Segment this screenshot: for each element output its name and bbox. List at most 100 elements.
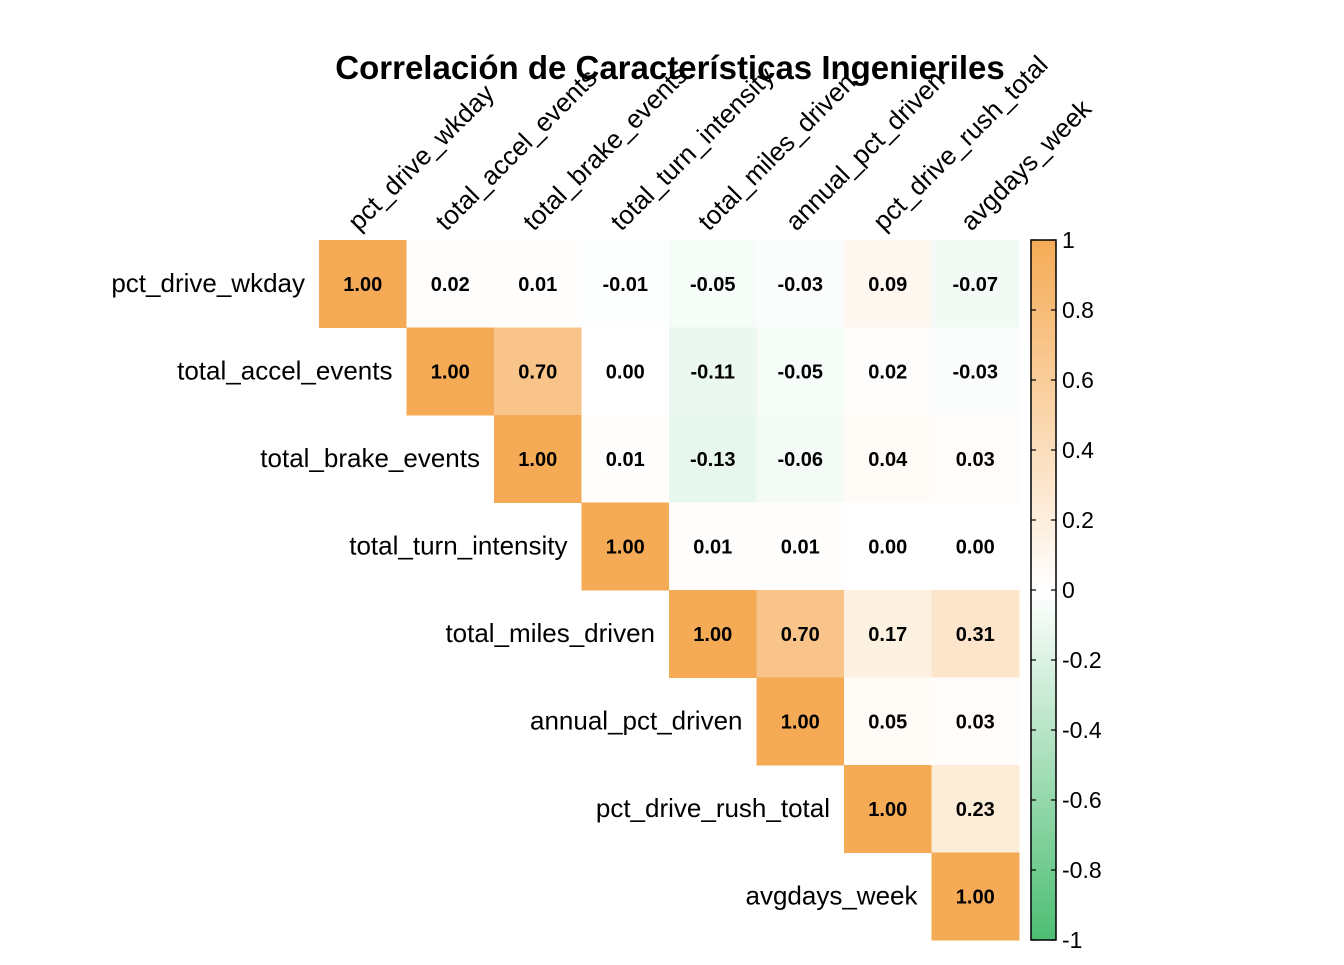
heatmap-cell bbox=[581, 327, 670, 416]
heatmap-cell bbox=[844, 502, 932, 591]
row-label: annual_pct_driven bbox=[530, 705, 743, 735]
cell-value-label: -0.11 bbox=[691, 361, 735, 383]
heatmap-cell bbox=[931, 502, 1020, 591]
heatmap-cell bbox=[406, 240, 495, 328]
cell-value-label: -0.07 bbox=[952, 274, 998, 296]
heatmap-cell bbox=[844, 327, 932, 416]
cell-value-label: 0.00 bbox=[868, 536, 907, 558]
heatmap-cell bbox=[756, 590, 845, 678]
colorbar-tick-label: -0.2 bbox=[1062, 647, 1102, 673]
heatmap-cell bbox=[669, 240, 757, 328]
colorbar-tick-label: -1 bbox=[1062, 927, 1082, 953]
cell-value-labels: 1.00 0.02 0.01 -0.01 -0.05 -0.03 0.09 -0.07 1.00… bbox=[343, 274, 998, 909]
row-label: pct_drive_wkday bbox=[111, 268, 305, 298]
heatmap-cell bbox=[494, 327, 582, 416]
heatmap-cell bbox=[756, 502, 845, 591]
cell-value-label: 0.31 bbox=[956, 624, 995, 646]
row-label: total_accel_events bbox=[177, 355, 392, 385]
heatmap-cell bbox=[844, 765, 932, 853]
heatmap-cell bbox=[319, 240, 407, 328]
chart-title: Correlación de Características Ingenieri… bbox=[335, 49, 1004, 86]
cell-value-label: 1.00 bbox=[956, 886, 995, 908]
heatmap-cell bbox=[581, 415, 670, 503]
cell-value-label: 0.70 bbox=[781, 624, 820, 646]
heatmap-cell bbox=[844, 415, 932, 503]
column-label: annual_pct_driven bbox=[779, 65, 950, 236]
heatmap-cell bbox=[931, 765, 1020, 853]
colorbar-tick-label: -0.6 bbox=[1062, 787, 1102, 813]
cell-value-label: 0.00 bbox=[956, 536, 995, 558]
heatmap-cell bbox=[406, 327, 495, 416]
heatmap-cell bbox=[494, 415, 582, 503]
heatmap-cell bbox=[581, 502, 670, 591]
cell-value-label: -0.03 bbox=[952, 361, 998, 383]
row-label: total_miles_driven bbox=[445, 618, 655, 648]
row-label: pct_drive_rush_total bbox=[596, 793, 830, 823]
cell-value-label: 1.00 bbox=[868, 799, 907, 821]
cell-value-label: 0.03 bbox=[956, 711, 995, 733]
column-label: total_accel_events bbox=[429, 63, 603, 237]
cell-value-label: 1.00 bbox=[343, 274, 382, 296]
heatmap-cell bbox=[931, 590, 1020, 678]
cell-value-label: 0.01 bbox=[518, 274, 557, 296]
colorbar-tick-label: 0.2 bbox=[1062, 507, 1094, 533]
heatmap-cell bbox=[931, 327, 1020, 416]
heatmap-cell bbox=[931, 415, 1020, 503]
cell-value-label: 0.03 bbox=[956, 449, 995, 471]
heatmap-cell bbox=[581, 240, 670, 328]
colorbar-tick-label: 0.4 bbox=[1062, 437, 1094, 463]
cell-value-label: 0.01 bbox=[606, 449, 645, 471]
colorbar: 1 0.8 0.6 0.4 0.2 0 -0.2 -0.4 -0.6 -0.8 -1 bbox=[1030, 227, 1102, 953]
cell-value-label: 0.02 bbox=[868, 361, 907, 383]
row-label: total_brake_events bbox=[260, 443, 480, 473]
heatmap-cell bbox=[494, 240, 582, 328]
cell-value-label: 1.00 bbox=[606, 536, 645, 558]
cell-value-label: 0.04 bbox=[868, 449, 908, 471]
heatmap-cell bbox=[669, 415, 757, 503]
cell-value-label: 0.01 bbox=[781, 536, 820, 558]
cell-value-label: -0.05 bbox=[777, 361, 823, 383]
heatmap-cell bbox=[756, 415, 845, 503]
heatmap-cell bbox=[931, 677, 1020, 766]
heatmap-cell bbox=[669, 502, 757, 591]
row-label: avgdays_week bbox=[746, 880, 919, 910]
cell-value-label: 1.00 bbox=[431, 361, 470, 383]
cell-value-label: 0.09 bbox=[868, 274, 907, 296]
cell-value-label: -0.01 bbox=[602, 274, 648, 296]
cell-value-label: -0.06 bbox=[777, 449, 823, 471]
heatmap-cell bbox=[756, 677, 845, 766]
heatmap-cell bbox=[756, 327, 845, 416]
colorbar-tick-label: -0.4 bbox=[1062, 717, 1102, 743]
cell-value-label: 0.02 bbox=[431, 274, 470, 296]
column-label: pct_drive_wkday bbox=[342, 78, 500, 236]
heatmap-cell bbox=[844, 590, 932, 678]
colorbar-tick-label: -0.8 bbox=[1062, 857, 1102, 883]
column-label: total_brake_events bbox=[517, 60, 694, 237]
heatmap-cell bbox=[931, 240, 1020, 328]
row-label: total_turn_intensity bbox=[349, 530, 567, 560]
cell-value-label: 0.00 bbox=[606, 361, 645, 383]
cell-value-label: 0.01 bbox=[693, 536, 732, 558]
cell-value-label: 0.23 bbox=[956, 799, 995, 821]
colorbar-tick-label: 0.8 bbox=[1062, 297, 1094, 323]
heatmap-cell bbox=[669, 327, 757, 416]
cell-value-label: -0.03 bbox=[777, 274, 823, 296]
cell-value-label: 0.17 bbox=[868, 624, 907, 646]
heatmap-cell bbox=[844, 240, 932, 328]
heatmap-cells bbox=[319, 240, 1020, 941]
colorbar-tick-label: 1 bbox=[1062, 227, 1075, 253]
colorbar-tick-label: 0 bbox=[1062, 577, 1075, 603]
colorbar-tick-label: 0.6 bbox=[1062, 367, 1094, 393]
heatmap-cell bbox=[844, 677, 932, 766]
cell-value-label: 1.00 bbox=[693, 624, 732, 646]
column-label: total_turn_intensity bbox=[604, 61, 780, 237]
cell-value-label: 0.05 bbox=[868, 711, 907, 733]
cell-value-label: 0.70 bbox=[518, 361, 557, 383]
cell-value-label: -0.05 bbox=[690, 274, 736, 296]
heatmap-cell bbox=[931, 852, 1020, 941]
heatmap-cell bbox=[669, 590, 757, 678]
cell-value-label: 1.00 bbox=[781, 711, 820, 733]
cell-value-label: -0.13 bbox=[690, 449, 736, 471]
cell-value-label: 1.00 bbox=[518, 449, 557, 471]
